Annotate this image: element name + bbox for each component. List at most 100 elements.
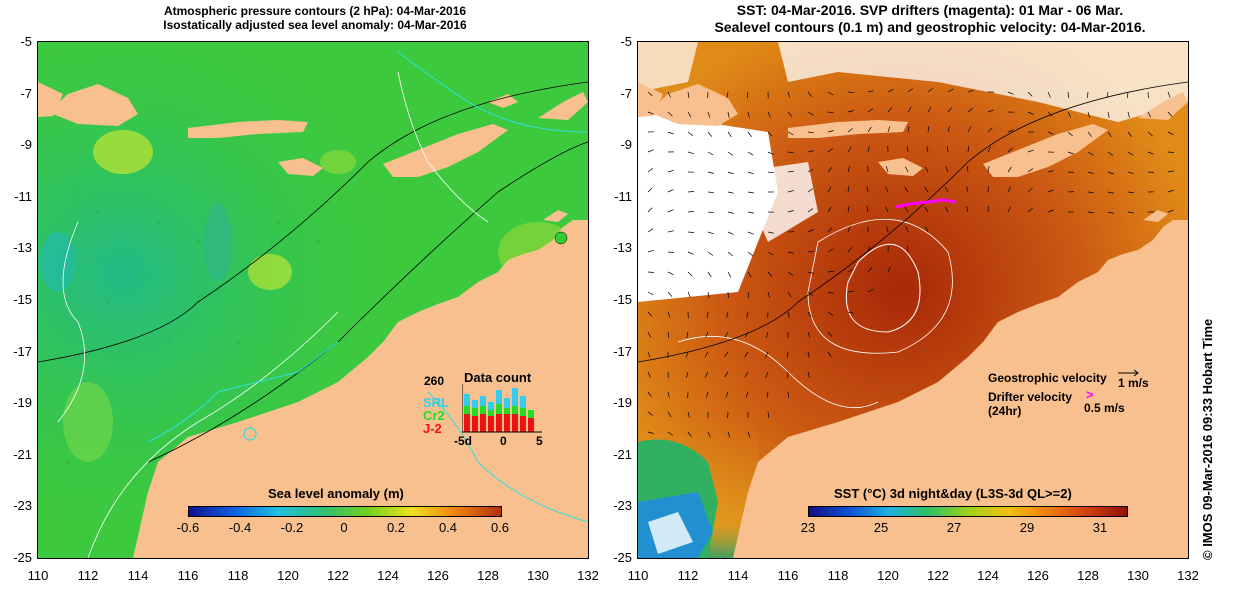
inset-xtick-5: 5 — [536, 434, 543, 448]
geostrophic-arrow — [647, 291, 654, 296]
geostrophic-arrow — [967, 89, 974, 93]
left-lat-tick: -5 — [20, 34, 32, 49]
geostrophic-arrow — [847, 290, 854, 293]
geostrophic-arrow — [867, 246, 871, 253]
geostrophic-arrow — [807, 371, 810, 378]
geostrophic-arrow — [807, 188, 814, 193]
geostrophic-arrow — [1167, 91, 1171, 98]
geostrophic-arrow — [904, 206, 909, 213]
geostrophic-arrow — [1107, 171, 1114, 175]
geostrophic-arrow — [1067, 131, 1073, 137]
geostrophic-arrow — [1147, 111, 1151, 118]
geostrophic-arrow — [947, 88, 954, 93]
geostrophic-arrow — [687, 191, 695, 193]
geostrophic-arrow — [647, 207, 653, 213]
geostrophic-arrow — [667, 391, 670, 398]
geostrophic-arrow — [767, 251, 774, 256]
geostrophic-arrow — [747, 131, 752, 138]
geostrophic-arrow — [1047, 91, 1051, 98]
geostrophic-arrow — [707, 211, 714, 214]
right-lat-tick: -5 — [620, 34, 632, 49]
geostrophic-arrow — [906, 146, 909, 153]
geostrophic-arrow — [847, 206, 850, 213]
australia-land-sst — [733, 220, 1188, 558]
left-lon-tick: 122 — [327, 568, 349, 583]
imos-credit: © IMOS 09-Mar-2016 09:33 Hobart Time — [1200, 318, 1215, 560]
geostrophic-arrow — [885, 166, 889, 173]
geostrophic-arrow — [687, 151, 694, 155]
geostrophic-arrow — [746, 311, 749, 318]
geostrophic-arrow — [686, 331, 689, 338]
geostrophic-arrow — [945, 166, 949, 173]
geostrophic-arrow — [885, 206, 889, 213]
geostrophic-arrow — [707, 111, 711, 118]
inset-series-j2: J-2 — [423, 421, 442, 436]
geostrophic-arrow — [667, 251, 675, 253]
geostrophic-arrow — [705, 391, 709, 398]
sst-map: Geostrophic velocity 1 m/s Drifter veloc… — [638, 42, 1188, 558]
sea-level-colorbar-tick: 0.6 — [490, 520, 510, 535]
geostrophic-arrow — [1087, 151, 1094, 156]
inset-bar-group — [464, 388, 534, 432]
geostrophic-arrow — [827, 111, 834, 114]
geostrophic-arrow — [667, 271, 674, 276]
geostrophic-arrow — [647, 271, 655, 273]
flores-island — [188, 120, 308, 138]
geostrophic-arrow — [847, 166, 851, 173]
geostrophic-arrow — [704, 351, 709, 358]
geostrophic-arrow — [747, 191, 754, 194]
geostrophic-arrow — [1126, 91, 1129, 99]
left-lon-tick: 114 — [127, 568, 149, 583]
geostrophic-arrow — [727, 131, 732, 138]
geostrophic-arrow — [1007, 206, 1012, 213]
geostrophic-arrow — [947, 107, 952, 113]
geostrophic-arrow — [647, 168, 653, 173]
geostrophic-arrow — [907, 126, 910, 133]
geostrophic-arrow — [1147, 171, 1155, 173]
geostrophic-arrow — [1027, 207, 1033, 213]
geostrophic-arrow — [685, 351, 689, 358]
geostrophic-arrow — [987, 205, 989, 213]
geostrophic-arrow — [727, 231, 734, 235]
geostrophic-arrow — [1147, 151, 1154, 155]
geostrophic-arrow — [767, 231, 774, 234]
geostrophic-arrow — [647, 331, 652, 338]
geostrophic-arrow — [767, 411, 770, 418]
geostrophic-arrow — [927, 88, 934, 93]
geostrophic-arrow — [1127, 151, 1134, 156]
geostrophic-arrow — [867, 90, 874, 93]
geostrophic-arrow — [807, 229, 814, 233]
geostrophic-arrow — [905, 226, 909, 233]
geostrophic-arrow — [924, 166, 929, 173]
geostrophic-arrow — [667, 209, 674, 213]
geostrophic-arrow — [827, 186, 832, 193]
drifter-velocity-label: Drifter velocity — [988, 390, 1073, 404]
sst-colorbar-tick: 29 — [1019, 520, 1035, 535]
geostrophic-arrow — [647, 351, 651, 358]
geostrophic-arrow — [667, 169, 674, 173]
geostrophic-arrow — [727, 271, 732, 278]
sea-level-colorbar-tick: 0.4 — [438, 520, 458, 535]
geostrophic-arrow — [827, 130, 834, 133]
right-lat-tick: -7 — [620, 85, 632, 101]
right-lat-tick: -23 — [613, 498, 632, 514]
right-lat-tick: -9 — [620, 137, 632, 153]
geostrophic-arrow — [667, 291, 673, 297]
geostrophic-arrow — [707, 191, 715, 194]
sea-level-colorbar-ticks: -0.6 -0.4 -0.2 0 0.2 0.4 0.6 — [177, 520, 509, 536]
geostrophic-arrow — [887, 126, 891, 133]
geostrophic-arrow — [787, 251, 794, 254]
right-lat-tick: -15 — [613, 292, 632, 307]
geostrophic-arrow — [1147, 131, 1153, 137]
geostrophic-arrow — [904, 186, 909, 193]
geostrophic-arrow — [727, 211, 734, 214]
geostrophic-arrow — [1027, 168, 1034, 173]
geostrophic-arrow — [807, 250, 815, 253]
geostrophic-scale-arrow — [1118, 369, 1139, 377]
sst-colorbar-tick: 31 — [1092, 520, 1108, 535]
geostrophic-arrow — [887, 88, 894, 93]
right-title-line1: SST: 04-Mar-2016. SVP drifters (magenta)… — [736, 2, 1124, 18]
geostrophic-arrow — [787, 151, 794, 154]
sea-level-map: 260 Data count SRL Cr2 J-2 -5d 0 5 Sea l… — [38, 42, 588, 558]
drifter-track — [895, 198, 957, 209]
